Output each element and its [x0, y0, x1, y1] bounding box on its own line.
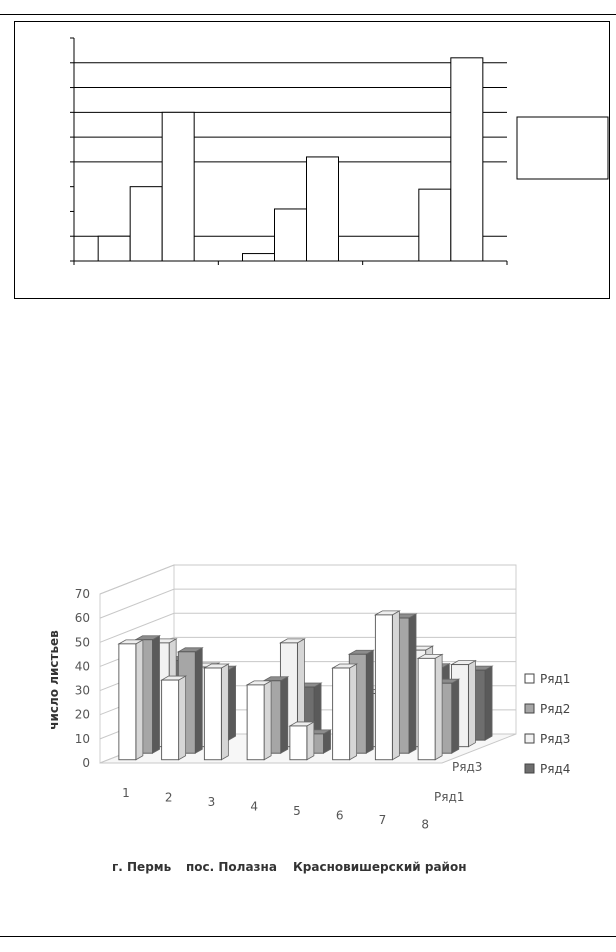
chart2-x-tick-label: 8	[421, 818, 429, 832]
chart2-bar-side	[178, 675, 187, 761]
chart2-bar-side	[280, 676, 289, 754]
chart1-frame	[14, 21, 610, 299]
group-label-polazna: пос. Полазна	[186, 860, 277, 874]
chart2-x-tick-label: 4	[250, 800, 258, 814]
chart2-gridline-70	[99, 564, 516, 595]
chart2-y-axis-label: число листьев	[47, 630, 61, 730]
chart2-legend-label: Ряд3	[540, 732, 570, 746]
chart2-y-tick-label: 10	[75, 732, 90, 746]
chart1-bar	[306, 156, 339, 262]
chart2-legend-label: Ряд1	[540, 672, 570, 686]
chart2-bar-side	[365, 649, 374, 754]
chart2-legend-swatch	[524, 763, 535, 774]
chart2-bar-side	[220, 663, 229, 761]
chart1-bar	[161, 111, 195, 262]
chart2-y-tick-label: 30	[75, 684, 90, 698]
chart2-legend-swatch	[524, 733, 535, 744]
group-label-perm: г. Пермь	[112, 860, 172, 874]
chart1-legend-box	[516, 116, 609, 180]
chart2-bar-Ряд1	[289, 725, 308, 761]
chart2-bar-Ряд1	[332, 667, 351, 761]
chart2-bar-side	[434, 653, 443, 761]
chart2-bar-side	[484, 665, 493, 741]
chart2-bar-side	[349, 663, 358, 761]
chart2-bar-side	[228, 665, 236, 741]
chart2-gridline-50	[99, 612, 516, 643]
chart2-bar-Ряд1	[374, 614, 393, 761]
chart2-bar-Ряд1	[161, 679, 180, 761]
chart2-bar-side	[263, 680, 272, 761]
chart2-legend-swatch	[524, 673, 535, 684]
chart2-plot: 0 10 20 30 40 50 60 70 число листьев 1 2 3 4 5 6 7 8 Ряд3…	[47, 564, 570, 832]
chart2-bar-side	[391, 610, 400, 761]
chart2-y-tick-label: 70	[75, 587, 90, 601]
chart2-y-tick-label: 0	[82, 756, 90, 770]
chart2-y-tick-label: 50	[75, 635, 90, 649]
chart2-y-tick-label: 60	[75, 611, 90, 625]
chart2-bar-Ряд1	[118, 643, 137, 761]
chart2-x-tick-label: 1	[122, 786, 130, 800]
chart1-bar	[97, 235, 131, 262]
chart2-depth-label: Ряд1	[434, 790, 464, 804]
chart2-x-tick-label: 5	[293, 804, 301, 818]
chart2-x-tick-label: 6	[336, 809, 344, 823]
bottom-rule	[0, 936, 616, 937]
chart1-bar	[274, 208, 307, 262]
chart2-bar-side	[451, 678, 460, 754]
chart1	[70, 37, 609, 265]
chart2-gridline-60	[99, 588, 516, 619]
chart2-bar-side	[152, 635, 160, 754]
chart2-legend-label: Ряд2	[540, 702, 570, 716]
top-rule	[0, 14, 616, 15]
group-label-krasnovishersk: Красновишерский район	[293, 860, 467, 874]
chart2-y-tick-label: 20	[75, 708, 90, 722]
chart2-bar-side	[194, 647, 203, 754]
chart2-bar-Ряд1	[246, 684, 265, 761]
chart2-bar-side	[408, 613, 417, 754]
chart2-legend-label: Ряд4	[540, 762, 570, 776]
chart2-depth-label: Ряд3	[452, 760, 482, 774]
chart2-x-tick-label: 2	[165, 791, 173, 805]
chart2-bar-side	[306, 721, 315, 761]
chart2-x-tick-label: 7	[379, 813, 387, 827]
chart2-bar-Ряд1	[417, 657, 436, 761]
chart2-bar-side	[468, 659, 476, 748]
chart2-y-tick-label: 40	[75, 659, 90, 673]
chart2-bar-Ряд1	[203, 667, 222, 761]
chart1-bar	[129, 186, 163, 262]
chart2-legend-swatch	[524, 703, 535, 714]
chart2-x-tick-label: 3	[208, 795, 216, 809]
chart1-bar	[450, 57, 484, 262]
chart1-bar	[418, 188, 452, 262]
chart2-bar-side	[135, 639, 144, 761]
